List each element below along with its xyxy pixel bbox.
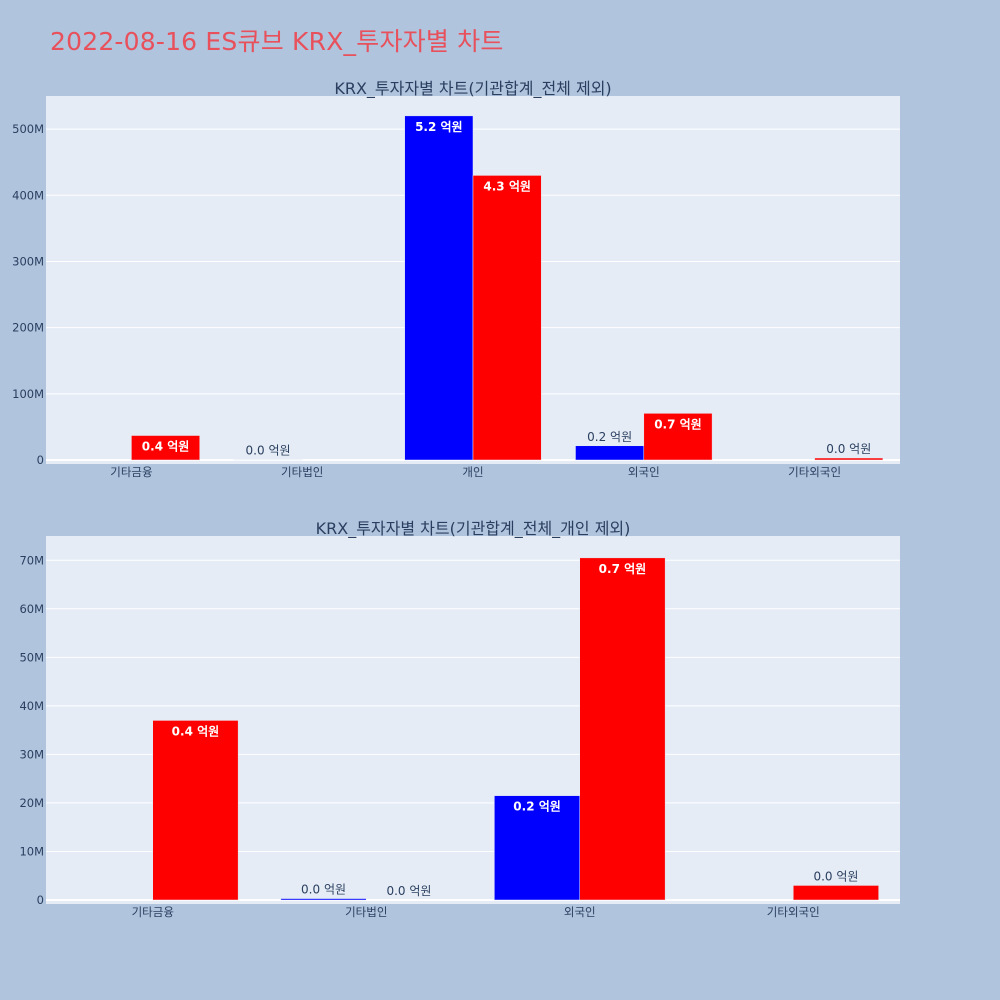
- chart-bottom: KRX_투자자별 차트(기관합계_전체_개인 제외) 0 10M 20M 30M 40M 5…: [19, 519, 900, 919]
- bar[interactable]: [280, 898, 367, 901]
- bar-data-label: 0.4 억원: [142, 440, 190, 454]
- bar-data-label: 0.0 억원: [301, 883, 346, 897]
- bar-data-label: 4.3 억원: [483, 179, 531, 193]
- bar-data-label: 0.4 억원: [172, 724, 220, 738]
- bar-data-label: 0.0 억원: [826, 442, 871, 456]
- bar[interactable]: [814, 457, 884, 461]
- y-tick-label: 0: [37, 453, 44, 467]
- bar-data-label: 0.7 억원: [599, 562, 647, 576]
- x-tick-label: 외국인: [628, 465, 660, 479]
- bar[interactable]: [575, 445, 645, 461]
- bar-data-label: 0.2 억원: [587, 430, 632, 444]
- y-tick-label: 70M: [19, 553, 44, 567]
- chart-subtitle: KRX_투자자별 차트(기관합계_전체_개인 제외): [316, 519, 631, 539]
- y-tick-label: 400M: [12, 188, 44, 202]
- bar-data-label: 0.7 억원: [654, 417, 702, 431]
- bar[interactable]: [472, 175, 542, 461]
- y-tick-label: 50M: [19, 650, 44, 664]
- bar-data-label: 0.0 억원: [813, 869, 858, 883]
- y-tick-label: 10M: [19, 844, 44, 858]
- bar-data-label: 5.2 억원: [415, 120, 463, 134]
- bar-data-label: 0.0 억원: [386, 884, 431, 898]
- bar[interactable]: [643, 413, 713, 461]
- chart-top: KRX_투자자별 차트(기관합계_전체 제외) 0 100M 200M 300M 400M…: [12, 79, 900, 479]
- bar[interactable]: [404, 115, 474, 461]
- x-tick-label: 기타외국인: [767, 905, 820, 919]
- y-tick-label: 500M: [12, 122, 44, 136]
- bar[interactable]: [494, 795, 581, 901]
- y-tick-label: 40M: [19, 699, 44, 713]
- x-tick-label: 기타법인: [281, 465, 323, 479]
- x-tick-label: 기타법인: [345, 905, 387, 919]
- y-tick-label: 20M: [19, 796, 44, 810]
- x-tick-label: 개인: [462, 465, 483, 479]
- x-tick-label: 기타외국인: [788, 465, 841, 479]
- x-tick-label: 기타금융: [132, 905, 174, 919]
- y-tick-label: 100M: [12, 387, 44, 401]
- bar[interactable]: [131, 435, 200, 461]
- y-tick-label: 200M: [12, 321, 44, 335]
- bar[interactable]: [793, 885, 879, 901]
- y-tick-label: 300M: [12, 254, 44, 268]
- x-tick-label: 기타금융: [110, 465, 152, 479]
- page-title: 2022-08-16 ES큐브 KRX_투자자별 차트: [50, 27, 504, 56]
- bar[interactable]: [152, 720, 239, 901]
- y-tick-label: 60M: [19, 602, 44, 616]
- x-tick-label: 외국인: [564, 905, 596, 919]
- y-tick-label: 30M: [19, 747, 44, 761]
- bar-data-label: 0.0 억원: [246, 444, 291, 458]
- bar-data-label: 0.2 억원: [513, 800, 561, 814]
- y-tick-label: 0: [37, 893, 44, 907]
- bar[interactable]: [579, 557, 666, 901]
- chart-subtitle: KRX_투자자별 차트(기관합계_전체 제외): [334, 79, 611, 99]
